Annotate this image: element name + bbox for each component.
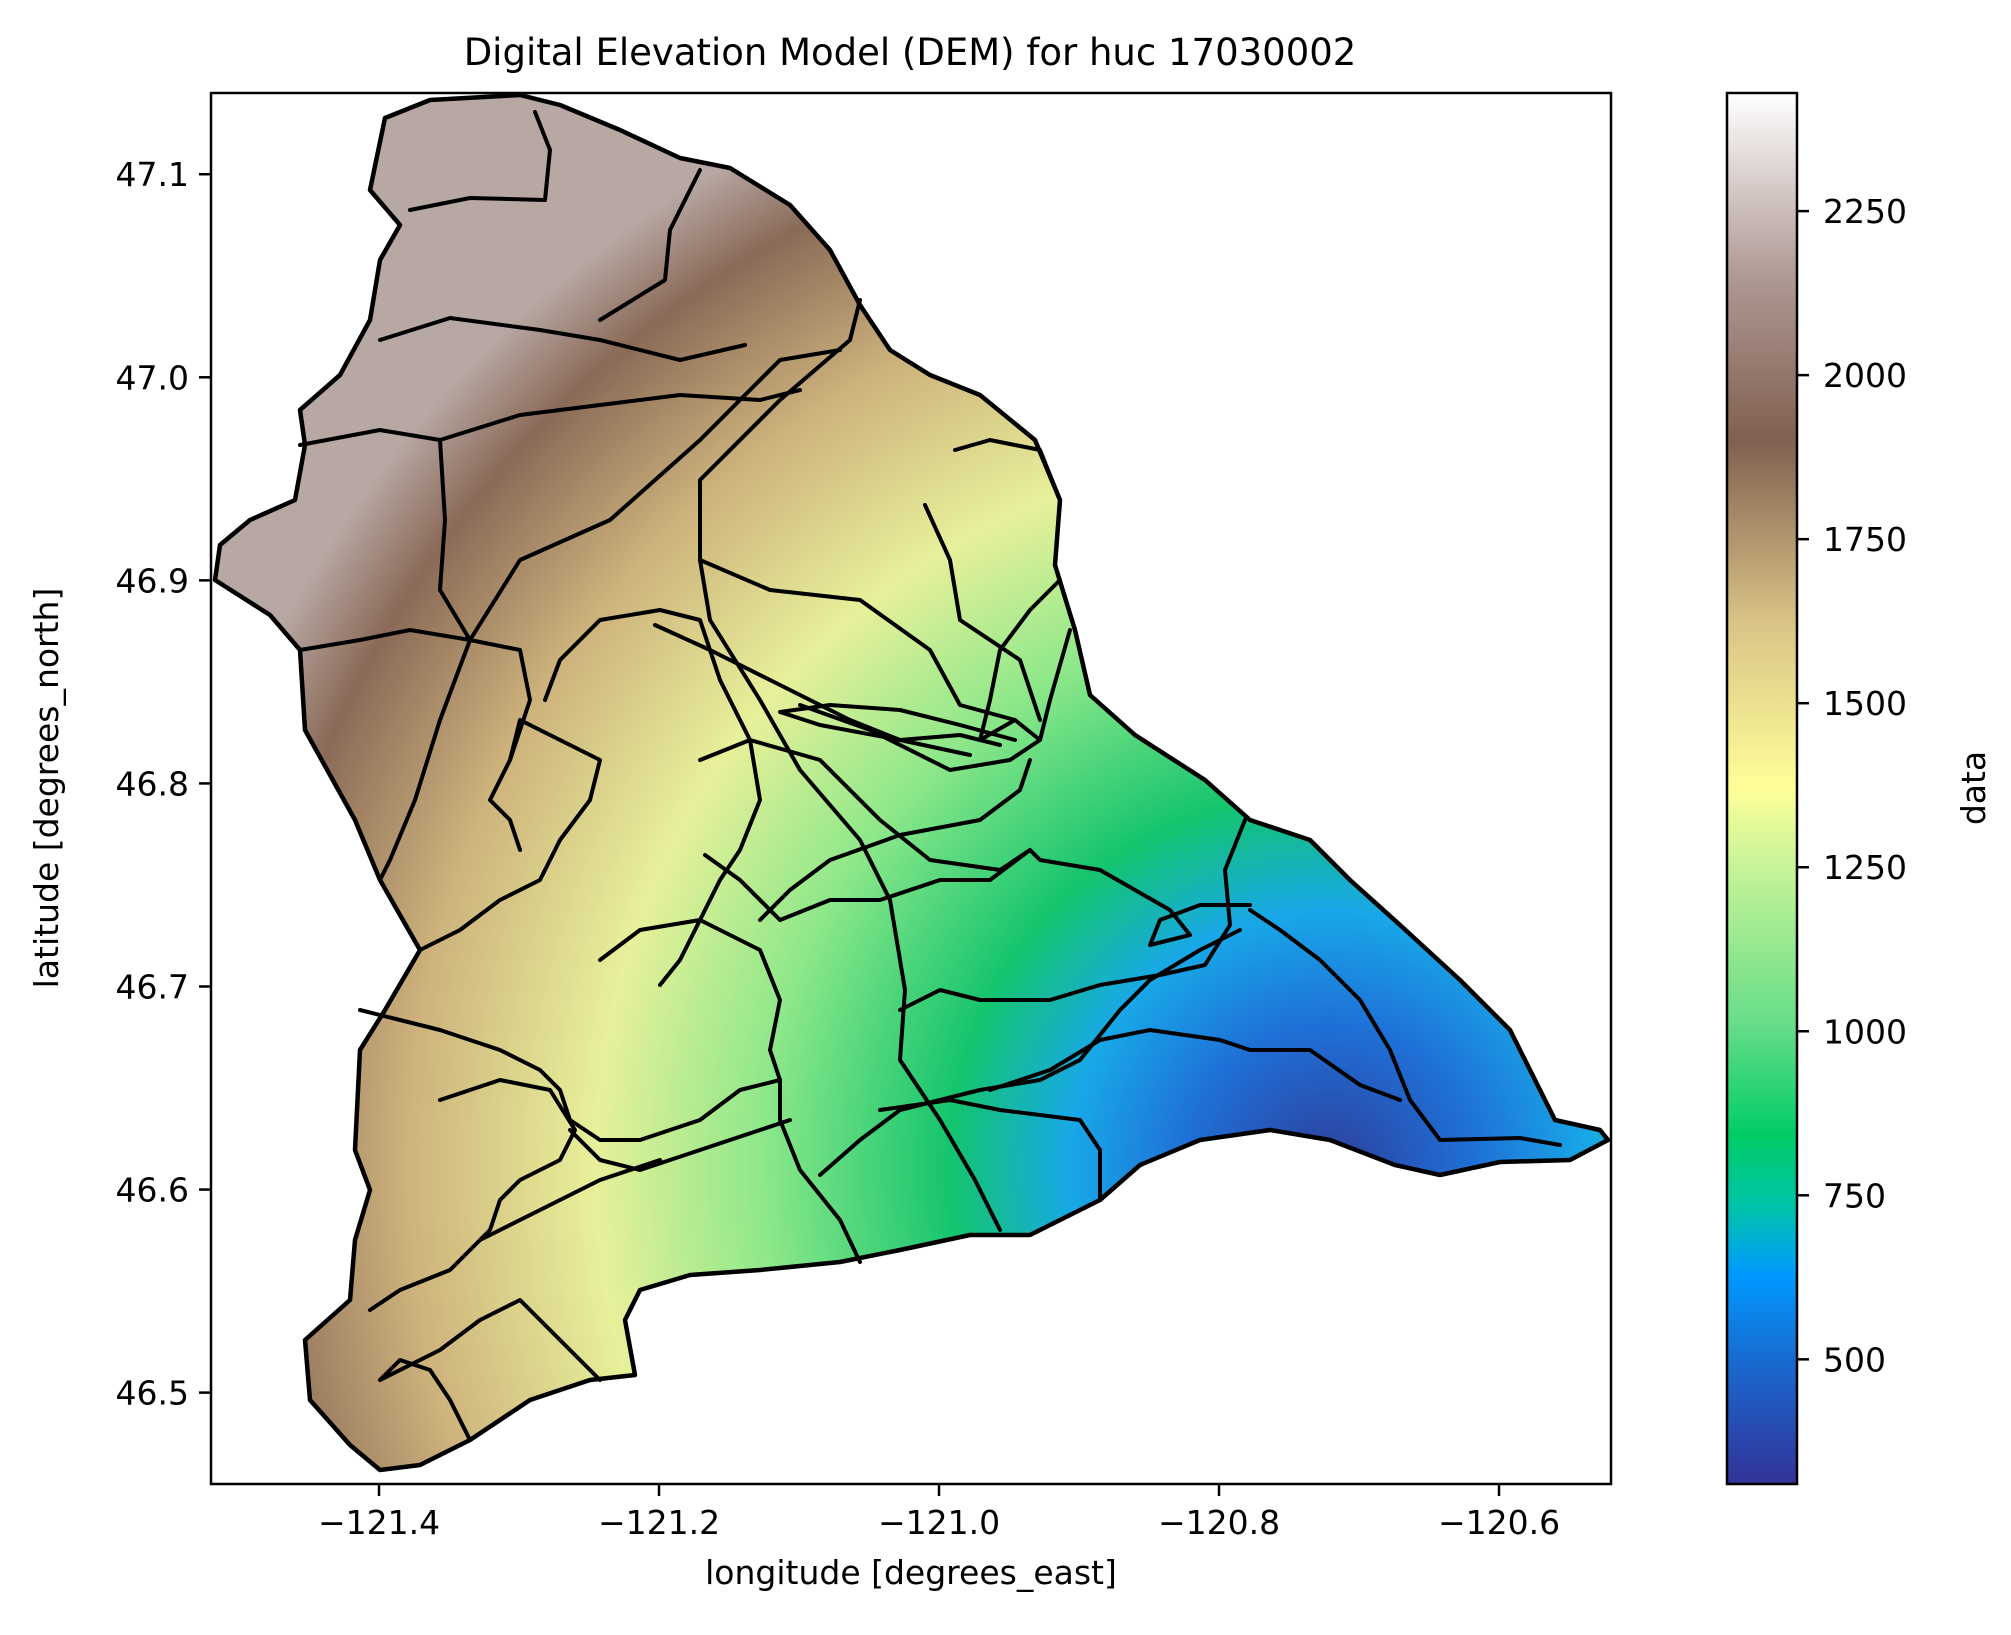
- colorbar-ticks: 500 750 1000 1250 1500 1750 2000 2250: [1797, 192, 1907, 1379]
- x-axis: −121.4 −121.2 −121.0 −120.8 −120.6: [318, 1484, 1560, 1542]
- subbasin-boundary: [568, 1118, 792, 1172]
- sub-watershed-boundaries: [298, 110, 1562, 1442]
- colorbar: 500 750 1000 1250 1500 1750 2000 2250 data: [1725, 91, 1993, 1486]
- colorbar-tick-label: 2250: [1823, 192, 1907, 231]
- subbasin-boundary: [418, 718, 602, 952]
- x-tick-label: −120.6: [1438, 1503, 1560, 1542]
- y-tick-label: 46.9: [116, 561, 189, 600]
- colorbar-label: data: [1954, 751, 1993, 825]
- subbasin-boundary: [758, 758, 1032, 922]
- x-tick-label: −121.4: [318, 1503, 440, 1542]
- subbasin-boundary: [358, 1008, 782, 1142]
- y-tick-label: 46.8: [116, 764, 189, 803]
- x-tick-label: −120.8: [1158, 1503, 1280, 1542]
- subbasin-boundary: [898, 818, 1247, 1012]
- subbasin-boundary: [698, 298, 1002, 1232]
- subbasin-boundary: [378, 316, 747, 362]
- subbasin-boundary: [953, 438, 1062, 502]
- subbasin-boundary: [298, 388, 802, 447]
- y-tick-label: 46.7: [116, 967, 189, 1006]
- subbasin-boundary: [1248, 908, 1562, 1147]
- colorbar-tick-label: 1250: [1823, 848, 1907, 887]
- subbasin-boundary: [438, 438, 472, 642]
- subbasin-boundary: [923, 503, 1042, 722]
- colorbar-tick-label: 2000: [1823, 356, 1907, 395]
- subbasin-boundary: [598, 918, 862, 1264]
- subbasin-boundary: [368, 1078, 577, 1312]
- y-tick-label: 47.0: [116, 358, 189, 397]
- colorbar-tick-label: 750: [1823, 1176, 1886, 1215]
- y-axis: 46.5 46.6 46.7 46.8 46.9 47.0 47.1: [116, 155, 211, 1413]
- plot-frame: [209, 91, 1613, 1486]
- subbasin-boundary: [298, 628, 532, 852]
- colorbar-tick-label: 500: [1823, 1340, 1886, 1379]
- y-tick-label: 46.5: [116, 1374, 189, 1413]
- y-axis-label: latitude [degrees_north]: [27, 588, 66, 989]
- subbasin-boundary: [818, 928, 1242, 1177]
- colorbar-gradient: [1725, 91, 1799, 1486]
- subbasin-boundary: [978, 578, 1062, 742]
- colorbar-tick-label: 1000: [1823, 1012, 1907, 1051]
- subbasin-boundary: [478, 1158, 662, 1242]
- subbasin-boundary: [703, 848, 1032, 922]
- subbasin-boundary: [878, 1098, 1102, 1202]
- y-tick-label: 46.6: [116, 1171, 189, 1210]
- y-tick-label: 47.1: [116, 155, 189, 194]
- subbasin-boundary: [378, 1358, 472, 1442]
- x-tick-label: −121.0: [878, 1503, 1000, 1542]
- subbasin-boundary: [988, 1028, 1402, 1102]
- subbasin-boundary: [408, 110, 552, 212]
- x-axis-label: longitude [degrees_east]: [705, 1553, 1117, 1592]
- subbasin-boundary: [378, 348, 842, 882]
- subbasin-boundary: [1028, 848, 1252, 947]
- colorbar-tick-label: 1500: [1823, 684, 1907, 723]
- subbasin-boundary: [778, 703, 1017, 757]
- plot-area: [211, 93, 1611, 1484]
- subbasin-boundary: [598, 168, 702, 322]
- chart-title: Digital Elevation Model (DEM) for huc 17…: [464, 31, 1357, 74]
- x-tick-label: −121.2: [598, 1503, 720, 1542]
- subbasin-boundary: [378, 1298, 602, 1382]
- subbasin-boundary: [698, 738, 1032, 872]
- colorbar-tick-label: 1750: [1823, 520, 1907, 559]
